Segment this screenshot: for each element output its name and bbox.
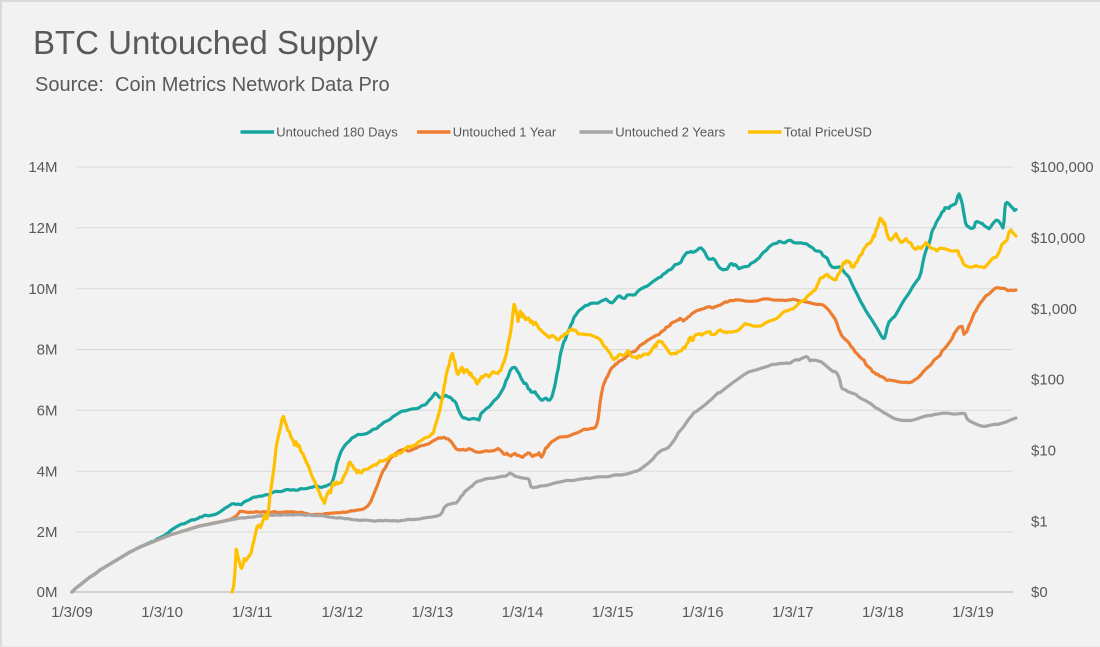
svg-text:Untouched 180 Days: Untouched 180 Days <box>276 125 398 140</box>
svg-text:1/3/09: 1/3/09 <box>51 604 93 621</box>
svg-text:1/3/16: 1/3/16 <box>682 604 724 621</box>
svg-text:12M: 12M <box>28 220 57 237</box>
svg-text:1/3/12: 1/3/12 <box>321 604 363 621</box>
svg-text:Total PriceUSD: Total PriceUSD <box>784 125 872 140</box>
svg-text:$100,000: $100,000 <box>1031 159 1094 176</box>
svg-text:1/3/11: 1/3/11 <box>232 604 273 621</box>
svg-text:1/3/13: 1/3/13 <box>412 604 454 621</box>
svg-text:$10,000: $10,000 <box>1031 230 1085 247</box>
svg-text:10M: 10M <box>28 281 57 298</box>
svg-text:1/3/19: 1/3/19 <box>952 604 994 621</box>
svg-text:$100: $100 <box>1031 372 1064 389</box>
svg-text:1/3/17: 1/3/17 <box>772 604 814 621</box>
svg-text:$0: $0 <box>1031 584 1048 601</box>
svg-text:1/3/18: 1/3/18 <box>862 604 904 621</box>
svg-text:6M: 6M <box>37 403 58 420</box>
svg-text:1/3/15: 1/3/15 <box>592 604 634 621</box>
svg-text:2M: 2M <box>37 524 58 541</box>
svg-text:Untouched 1 Year: Untouched 1 Year <box>453 125 557 140</box>
svg-text:$1: $1 <box>1031 513 1048 530</box>
svg-text:4M: 4M <box>37 463 58 480</box>
svg-text:Untouched 2 Years: Untouched 2 Years <box>615 125 725 140</box>
svg-text:0M: 0M <box>37 584 58 601</box>
svg-text:$10: $10 <box>1031 443 1056 460</box>
svg-text:14M: 14M <box>28 159 57 176</box>
svg-text:$1,000: $1,000 <box>1031 301 1077 318</box>
svg-text:8M: 8M <box>37 342 58 359</box>
svg-text:1/3/14: 1/3/14 <box>502 604 544 621</box>
svg-text:1/3/10: 1/3/10 <box>141 604 183 621</box>
